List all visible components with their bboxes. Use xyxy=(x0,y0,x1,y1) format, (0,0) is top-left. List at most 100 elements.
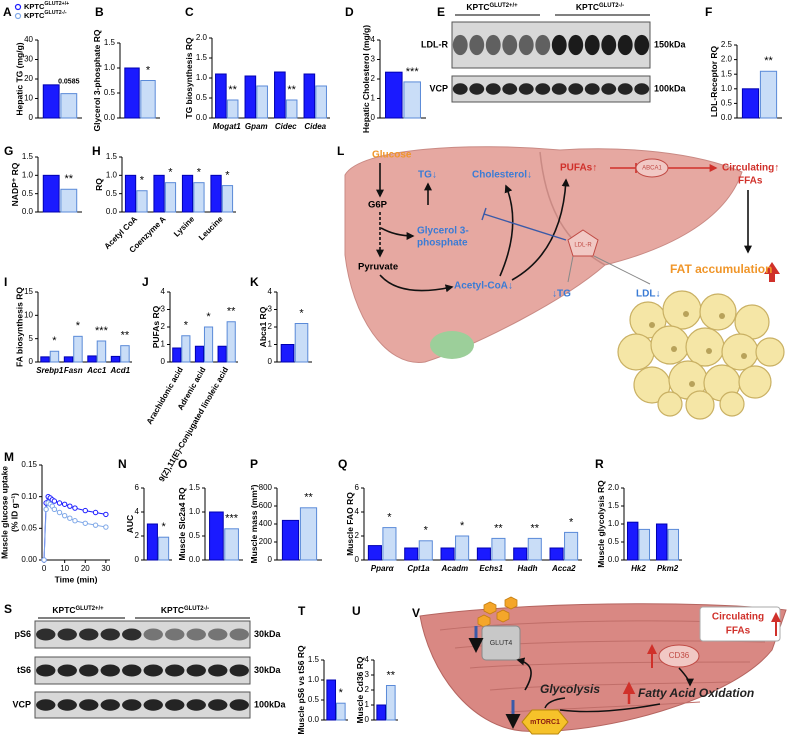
blot-band xyxy=(165,699,185,711)
panel-letter: T xyxy=(298,604,306,618)
y-tick-label: 1.5 xyxy=(106,152,118,161)
y-tick-label: 1.5 xyxy=(104,38,116,47)
bar xyxy=(549,547,564,561)
blot-band xyxy=(122,664,142,677)
bar xyxy=(385,685,396,721)
y-tick-label: 15 xyxy=(24,287,33,296)
genotype-base: KPTC xyxy=(576,2,599,12)
arrow xyxy=(499,184,514,277)
y-tick-label: 0.5 xyxy=(104,88,116,97)
row-label: VCP xyxy=(429,83,448,93)
legend-marker xyxy=(14,3,22,11)
blot-band xyxy=(518,83,534,95)
y-tick-label: 0.0 xyxy=(308,715,320,724)
bar xyxy=(87,355,97,363)
y-tick-label: 0.05 xyxy=(21,523,37,532)
y-tick-label: 3 xyxy=(365,670,370,679)
bar xyxy=(655,523,668,561)
panel-letter: B xyxy=(95,5,104,19)
significance: 0.0585 xyxy=(58,78,80,85)
point xyxy=(82,507,88,514)
significance: * xyxy=(424,525,429,537)
bar xyxy=(60,93,78,119)
x-tick-label: Acca2 xyxy=(551,564,576,573)
row-label: LDL-R xyxy=(421,39,448,49)
x-tick-label: Arachidonic acid xyxy=(145,365,185,425)
y-tick-label: 0.0 xyxy=(196,113,208,122)
blot-strip xyxy=(451,75,651,103)
significance: * xyxy=(460,520,465,532)
label: TG↓ xyxy=(418,170,437,181)
y-tick-label: 2 xyxy=(371,74,376,83)
bar xyxy=(136,190,148,213)
y-tick-label: 1 xyxy=(161,340,166,349)
y-tick-label: 0.5 xyxy=(189,531,201,540)
y-tick-label: 0.0 xyxy=(721,113,733,122)
y-tick-label: 4 xyxy=(268,287,273,296)
panel-letter: Q xyxy=(338,457,347,471)
x-tick-label: Acc1 xyxy=(86,366,107,375)
y-tick-label: 0 xyxy=(268,555,273,564)
blot-band xyxy=(57,628,77,641)
x-tick-label: Fasn xyxy=(64,366,83,375)
blot-band xyxy=(601,83,617,95)
bar xyxy=(209,511,224,561)
bar xyxy=(315,85,327,119)
y-tick-label: 4 xyxy=(371,35,376,44)
panel-letter: U xyxy=(352,604,361,618)
y-tick-label: 3 xyxy=(268,305,273,314)
y-tick-label: 5 xyxy=(29,334,34,343)
blot-band xyxy=(229,699,249,711)
y-tick-label: 0 xyxy=(355,555,360,564)
blot-band xyxy=(452,83,468,95)
arrow xyxy=(379,274,454,293)
inhibit-line xyxy=(483,213,567,241)
y-axis-label: AUC xyxy=(125,515,135,533)
significance: ** xyxy=(228,84,237,96)
x-tick-label: Cidea xyxy=(304,122,326,131)
panel-letter: L xyxy=(337,144,344,158)
bar xyxy=(299,507,318,561)
panel-letter: G xyxy=(4,144,13,158)
bar xyxy=(280,344,295,363)
significance: ** xyxy=(764,55,773,67)
panel-letter: F xyxy=(705,5,712,19)
bar xyxy=(403,81,421,119)
panel-letter: E xyxy=(437,5,445,19)
bar xyxy=(124,174,137,213)
bar xyxy=(164,182,177,213)
row-label: VCP xyxy=(12,699,31,709)
bar xyxy=(626,521,639,561)
blot-band xyxy=(617,83,633,95)
y-tick-label: 4 xyxy=(135,507,140,516)
bar xyxy=(193,182,205,213)
label: G6P xyxy=(368,200,388,211)
significance: * xyxy=(146,64,151,76)
y-tick-label: 0 xyxy=(29,357,34,366)
label: Cholesterol↓ xyxy=(472,170,532,181)
y-tick-label: 6 xyxy=(355,483,360,492)
bar xyxy=(181,335,191,363)
blot-band xyxy=(79,628,99,641)
y-tick-label: 0.5 xyxy=(721,99,733,108)
y-axis-label: PUFAs RQ xyxy=(151,305,161,348)
blot-strip xyxy=(451,21,651,69)
panel-letter: C xyxy=(185,5,194,19)
bar xyxy=(120,345,130,363)
significance: * xyxy=(299,307,304,319)
bar xyxy=(256,85,268,119)
significance: * xyxy=(387,512,392,524)
y-axis-label: Abca1 RQ xyxy=(258,306,268,347)
genotype-base: KPTC xyxy=(24,11,45,20)
bar xyxy=(210,174,222,213)
bar xyxy=(294,323,309,363)
y-tick-label: 1.0 xyxy=(106,170,118,179)
bar xyxy=(564,531,579,561)
genotype-label: KPTCGLUT2-/- xyxy=(161,605,209,615)
x-tick-label: Acd1 xyxy=(109,366,130,375)
x-tick-label: Pkm2 xyxy=(657,564,679,573)
panel-letter: I xyxy=(4,275,7,289)
x-tick-label: Srebp1 xyxy=(36,366,64,375)
significance: ** xyxy=(227,306,236,318)
